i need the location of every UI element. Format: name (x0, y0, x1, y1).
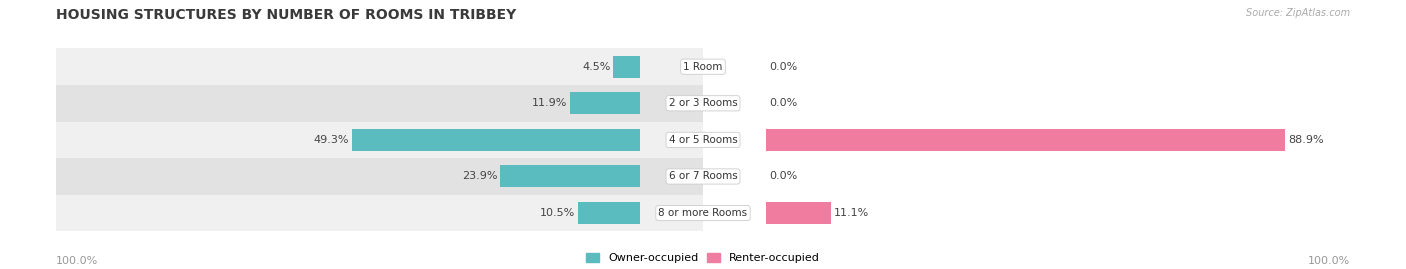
Text: 2 or 3 Rooms: 2 or 3 Rooms (669, 98, 737, 108)
Bar (766, 202, 831, 224)
Text: 6 or 7 Rooms: 6 or 7 Rooms (669, 171, 737, 182)
Text: 4.5%: 4.5% (582, 62, 610, 72)
Bar (571, 92, 640, 114)
Bar (766, 129, 1285, 151)
Bar (0, 85, 766, 122)
Bar (0, 85, 703, 122)
Bar (0, 48, 766, 85)
Text: 10.5%: 10.5% (540, 208, 575, 218)
Bar (578, 202, 640, 224)
Text: 100.0%: 100.0% (1308, 256, 1350, 266)
Legend: Owner-occupied, Renter-occupied: Owner-occupied, Renter-occupied (586, 253, 820, 263)
Bar (0, 122, 766, 158)
Bar (0, 158, 766, 195)
Bar (0, 85, 640, 122)
Bar (613, 56, 640, 78)
Text: 0.0%: 0.0% (769, 98, 797, 108)
Text: 11.1%: 11.1% (834, 208, 869, 218)
Text: 88.9%: 88.9% (1288, 135, 1323, 145)
Text: HOUSING STRUCTURES BY NUMBER OF ROOMS IN TRIBBEY: HOUSING STRUCTURES BY NUMBER OF ROOMS IN… (56, 8, 516, 22)
Bar (0, 195, 640, 231)
Text: 0.0%: 0.0% (769, 62, 797, 72)
Text: 49.3%: 49.3% (314, 135, 349, 145)
Text: 100.0%: 100.0% (56, 256, 98, 266)
Bar (501, 165, 640, 187)
Bar (0, 48, 640, 85)
Text: 8 or more Rooms: 8 or more Rooms (658, 208, 748, 218)
Text: 1 Room: 1 Room (683, 62, 723, 72)
Bar (0, 195, 766, 231)
Bar (0, 158, 640, 195)
Bar (0, 158, 703, 195)
Text: Source: ZipAtlas.com: Source: ZipAtlas.com (1246, 8, 1350, 18)
Bar (352, 129, 640, 151)
Bar (0, 122, 703, 158)
Text: 0.0%: 0.0% (769, 171, 797, 182)
Bar (0, 48, 703, 85)
Text: 11.9%: 11.9% (531, 98, 568, 108)
Bar (0, 122, 640, 158)
Bar (0, 195, 703, 231)
Text: 23.9%: 23.9% (461, 171, 498, 182)
Text: 4 or 5 Rooms: 4 or 5 Rooms (669, 135, 737, 145)
